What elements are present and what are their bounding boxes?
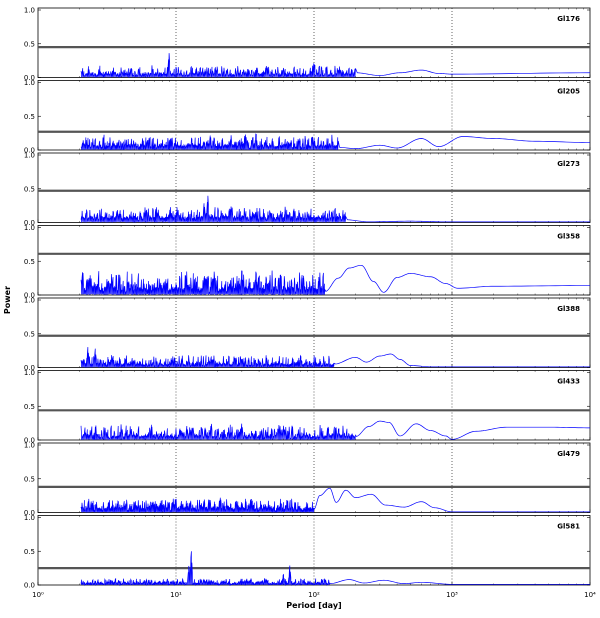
series-line-gl205 <box>80 133 591 151</box>
y-tick-label: 0.5 <box>24 548 35 556</box>
panel-gl479: 0.0 0.5 1.0 Gl479 <box>24 442 591 517</box>
series-line-gl479 <box>80 487 590 513</box>
y-tick-label: 0.0 <box>24 582 35 590</box>
panel-gl581: 0.0 0.5 1.0 Gl581 10⁰ 10¹ 10² 10³ 10⁴ <box>24 514 596 599</box>
panel-star-label: Gl176 <box>557 15 580 23</box>
series-line-gl433 <box>80 420 591 441</box>
panel-star-label: Gl205 <box>557 88 580 96</box>
y-tick-label: 0.5 <box>24 113 35 121</box>
panel-frame <box>37 442 591 513</box>
series-line-gl581 <box>80 551 590 587</box>
y-tick-label: 0.5 <box>24 403 35 411</box>
panel-frame <box>37 152 591 223</box>
panel-star-label: Gl358 <box>557 233 580 241</box>
x-tick-label: 10⁰ <box>32 591 44 599</box>
y-tick-label: 0.5 <box>24 258 35 266</box>
panel-star-label: Gl273 <box>557 160 580 168</box>
x-tick-label: 10⁴ <box>584 591 596 599</box>
y-tick-label: 0.0 <box>24 147 35 155</box>
y-tick-label: 0.0 <box>24 364 35 372</box>
series-line-gl358 <box>80 264 591 296</box>
y-tick-label: 0.0 <box>24 74 35 82</box>
panel-gl358: 0.0 0.5 1.0 Gl358 <box>24 224 591 300</box>
series-line-gl176 <box>80 53 591 79</box>
y-tick-label: 0.0 <box>24 437 35 445</box>
panel-gl433: 0.0 0.5 1.0 Gl433 <box>24 369 591 445</box>
y-tick-label: 0.0 <box>24 509 35 517</box>
panel-gl205: 0.0 0.5 1.0 Gl205 <box>24 79 591 155</box>
series-line-gl273 <box>80 195 590 223</box>
panel-star-label: Gl479 <box>557 450 580 458</box>
x-tick-label: 10² <box>308 591 320 599</box>
panel-star-label: Gl433 <box>557 378 580 386</box>
y-tick-label: 0.0 <box>24 292 35 300</box>
y-tick-label: 0.0 <box>24 219 35 227</box>
panel-star-label: Gl581 <box>557 523 580 531</box>
y-tick-label: 0.5 <box>24 475 35 483</box>
y-tick-label: 1.0 <box>24 442 35 450</box>
y-tick-label: 1.0 <box>24 79 35 87</box>
panel-star-label: Gl388 <box>557 305 580 313</box>
x-tick-label: 10¹ <box>170 591 182 599</box>
panel-gl388: 0.0 0.5 1.0 Gl388 <box>24 297 591 372</box>
panel-frame <box>37 515 591 586</box>
y-tick-label: 1.0 <box>24 7 35 15</box>
x-tick-label: 10³ <box>446 591 458 599</box>
series-line-gl388 <box>80 347 590 369</box>
y-tick-label: 1.0 <box>24 224 35 232</box>
x-axis-label: Period [day] <box>286 601 341 610</box>
y-tick-label: 0.5 <box>24 330 35 338</box>
y-tick-label: 1.0 <box>24 514 35 522</box>
y-axis-label: Power <box>3 286 12 314</box>
y-tick-label: 0.5 <box>24 40 35 48</box>
y-tick-label: 1.0 <box>24 369 35 377</box>
y-tick-label: 1.0 <box>24 297 35 305</box>
y-tick-label: 0.5 <box>24 185 35 193</box>
panel-gl176: 0.0 0.5 1.0 Gl176 <box>24 7 591 82</box>
panel-gl273: 0.0 0.5 1.0 Gl273 <box>24 152 591 227</box>
y-tick-label: 1.0 <box>24 152 35 160</box>
